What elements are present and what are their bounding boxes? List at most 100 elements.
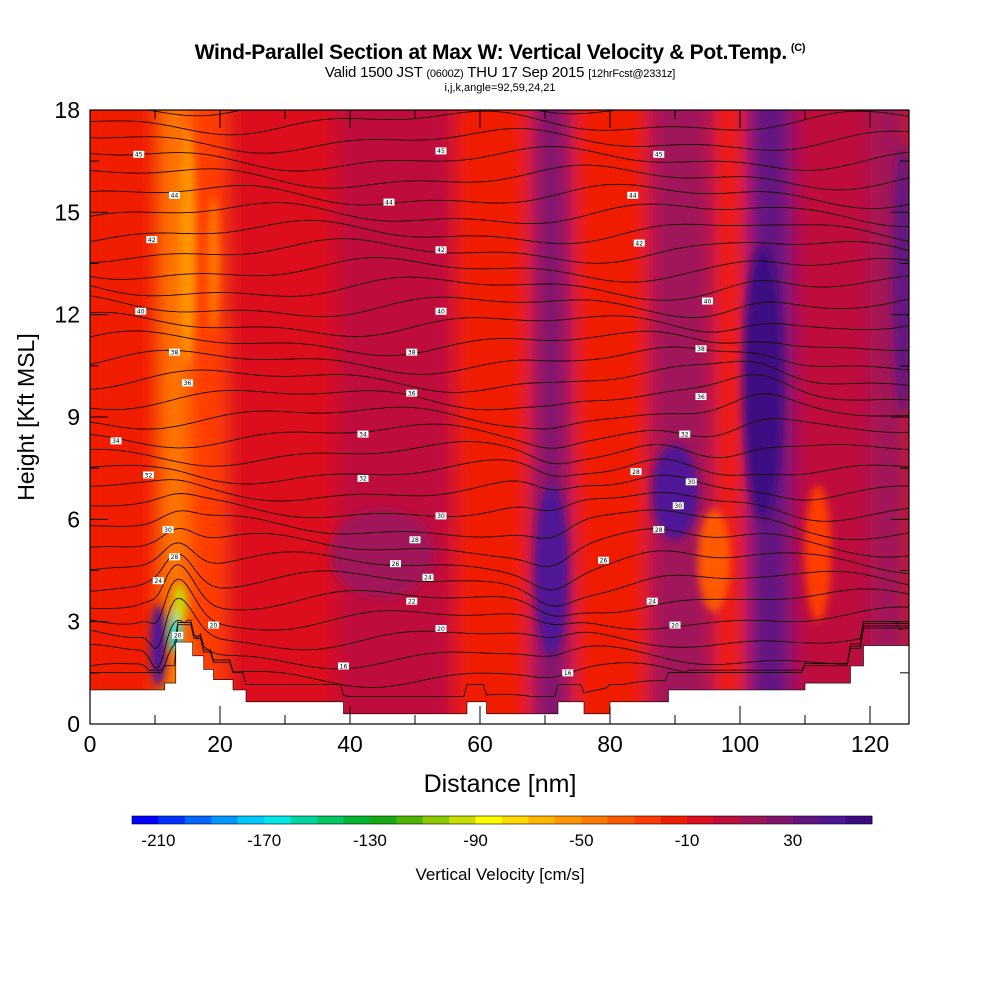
theta-contour-302 (90, 458, 909, 485)
theta-contour-295 (90, 564, 909, 617)
colorbar-swatch (581, 816, 609, 824)
theta-label-box (172, 631, 184, 639)
theta-label-box (169, 191, 180, 199)
theta-contour-296 (90, 553, 909, 607)
theta-label-7: 42 (435, 246, 447, 254)
theta-label-9: 40 (135, 307, 147, 316)
theta-label-box (169, 348, 180, 356)
theta-label-box (630, 468, 642, 476)
theta-label-box (695, 345, 707, 353)
theta-label-text: 34 (359, 431, 367, 438)
theta-label-23: 28 (630, 468, 642, 476)
y-axis-label: Height [Kft MSL] (13, 333, 39, 500)
velocity-feature-3 (179, 127, 196, 366)
colorbar: -210 -170 -130 -90 -50 -10 30 (131, 815, 873, 850)
theta-label-text: 16 (340, 663, 348, 670)
theta-label-text: 30 (674, 503, 682, 510)
colorbar-swatch (660, 816, 688, 824)
theta-contour-315 (90, 219, 909, 245)
x-axis-label: Distance [nm] (424, 770, 577, 798)
valid-utc: (0600Z) (426, 68, 464, 80)
theta-contour-307 (90, 360, 909, 393)
velocity-band-11 (792, 110, 871, 724)
theta-label-22: 32 (357, 474, 369, 483)
velocity-feature-7 (652, 444, 698, 540)
theta-label-box (133, 150, 145, 158)
theta-contour-320 (90, 128, 909, 154)
theta-label-text: 38 (171, 349, 179, 356)
valid-time: Valid 1500 JST (324, 64, 423, 81)
theta-contour-312 (90, 275, 909, 301)
theta-label-box (390, 560, 401, 568)
colorbar-swatch (554, 816, 582, 824)
velocity-feature-2 (173, 584, 187, 626)
y-tick-label: 18 (54, 97, 80, 123)
grid-indices: i,j,k,angle=92,59,24,21 (444, 82, 556, 94)
theta-label-text: 36 (697, 394, 705, 401)
x-tick-label: 20 (207, 731, 233, 757)
theta-label-box (169, 553, 180, 561)
theta-label-box (182, 379, 193, 387)
theta-label-box (435, 307, 447, 315)
theta-label-text: 24 (648, 599, 656, 606)
x-tick-label: 0 (84, 731, 97, 757)
colorbar-swatch (264, 816, 291, 824)
theta-label-text: 30 (437, 513, 445, 520)
velocity-band-5 (454, 110, 533, 724)
valid-date: THU 17 Sep 2015 (467, 64, 585, 81)
theta-label-26: 30 (435, 512, 447, 520)
theta-label-36: 24 (646, 597, 658, 606)
theta-label-box (702, 297, 713, 305)
theta-label-box (406, 348, 418, 356)
colorbar-tick-label: -130 (353, 831, 387, 850)
colorbar-tick-label: 30 (783, 831, 802, 850)
theta-label-box (653, 526, 665, 534)
theta-label-box (422, 573, 434, 581)
theta-contour-301 (90, 474, 909, 502)
theta-label-24: 30 (685, 478, 697, 486)
theta-label-box (110, 437, 122, 445)
theta-label-18: 34 (110, 437, 122, 445)
colorbar-tick-label: -50 (569, 831, 594, 850)
x-tick-label: 40 (337, 731, 363, 757)
theta-label-8: 42 (633, 239, 645, 247)
colorbar-swatch (211, 816, 239, 824)
theta-label-text: 36 (184, 380, 192, 387)
colorbar-swatch (739, 816, 767, 824)
theta-label-text: 20 (210, 622, 218, 629)
theta-contour-313 (90, 257, 909, 283)
theta-label-text: 42 (437, 247, 445, 254)
y-tick-label: 9 (67, 404, 80, 430)
theta-label-box (338, 662, 349, 670)
theta-label-10: 40 (435, 307, 447, 316)
y-tick-label: 3 (67, 609, 80, 635)
colorbar-swatch (607, 816, 635, 824)
theta-label-29: 28 (409, 536, 421, 544)
theta-contour-316 (90, 202, 909, 228)
colorbar-tick-label: -210 (141, 831, 175, 850)
theta-label-text: 34 (112, 438, 120, 445)
theta-label-6: 42 (146, 236, 158, 244)
y-tick-label: 6 (67, 506, 80, 532)
x-tick-label: 80 (597, 731, 623, 757)
x-tick-label: 120 (851, 731, 889, 757)
theta-label-40: 20 (172, 631, 184, 640)
velocity-feature-6 (535, 485, 568, 656)
theta-label-37: 20 (208, 621, 219, 629)
chart-subtitle: Valid 1500 JST (0600Z) THU 17 Sep 2015 [… (0, 65, 1000, 82)
theta-label-text: 40 (437, 309, 445, 316)
chart-title: Wind-Parallel Section at Max W: Vertical… (0, 36, 1000, 65)
colorbar-swatch (475, 816, 503, 824)
theta-label-text: 30 (164, 527, 172, 534)
theta-label-text: 20 (437, 626, 445, 633)
theta-label-text: 45 (655, 152, 663, 159)
theta-label-box (152, 577, 164, 585)
colorbar-swatch (766, 816, 794, 824)
theta-contour-300 (90, 491, 909, 522)
x-tick-label: 60 (467, 731, 493, 757)
theta-label-2: 45 (653, 150, 665, 159)
velocity-feature-10 (805, 485, 831, 622)
colorbar-swatch (369, 816, 397, 824)
theta-label-box (435, 147, 447, 155)
